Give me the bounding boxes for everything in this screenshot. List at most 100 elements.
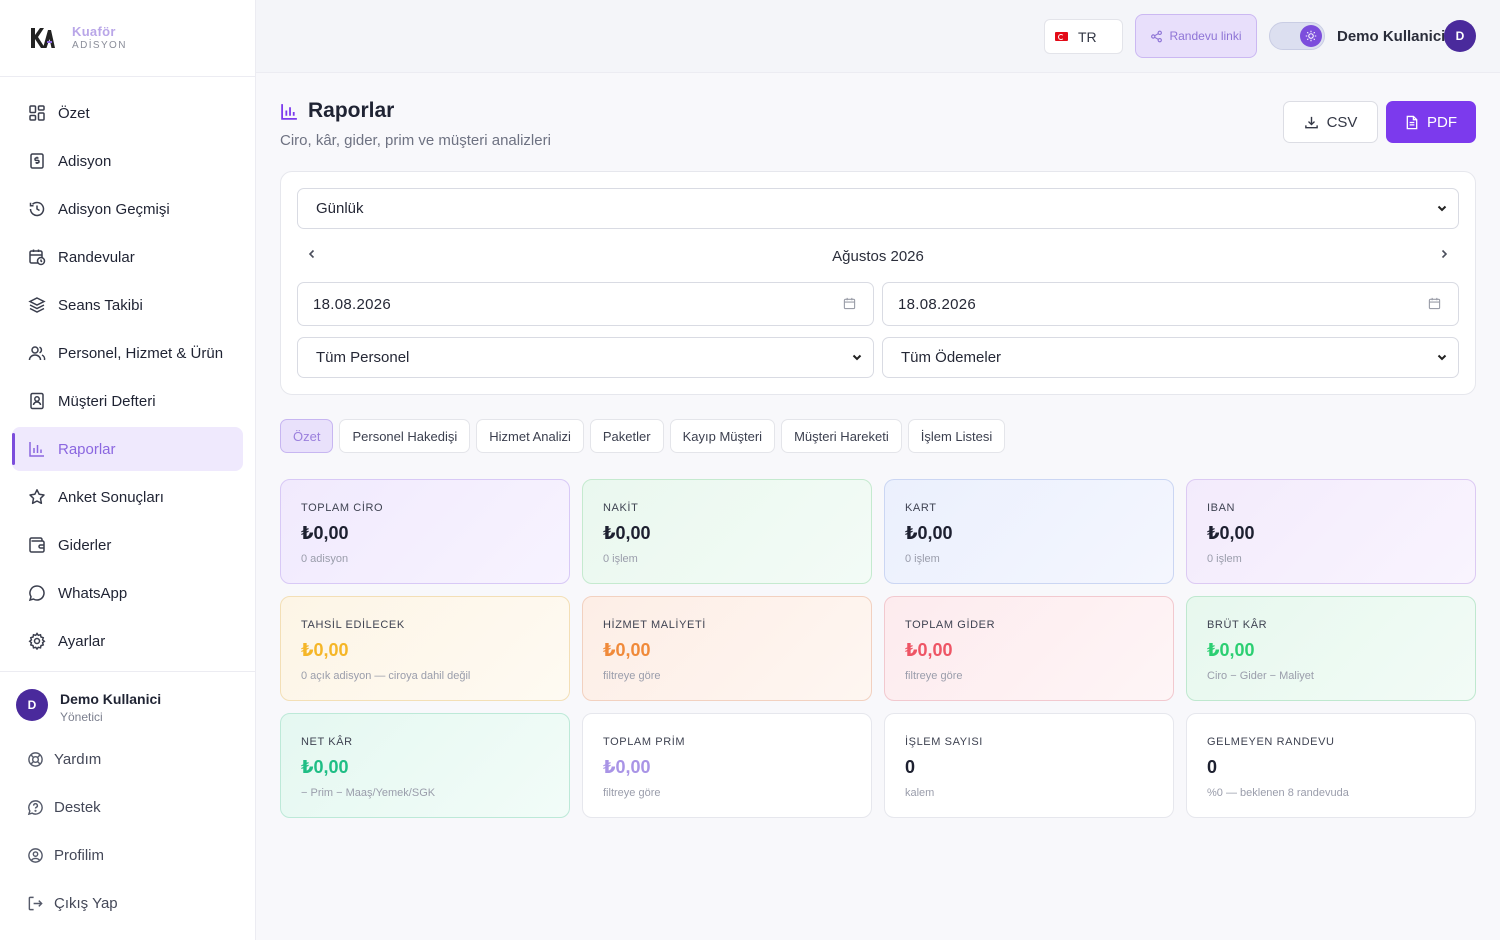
stat-note: filtreye göre — [603, 787, 661, 799]
filter-panel: Günlük Ağustos 2026 18.08.2026 18.08.202… — [280, 171, 1476, 395]
stat-label: IBAN — [1207, 502, 1236, 514]
language-label: TR — [1078, 28, 1097, 45]
stat-label: NET KÂR — [301, 736, 353, 748]
sidebar-item-label: Anket Sonuçları — [58, 488, 164, 506]
end-date-input[interactable]: 18.08.2026 — [882, 282, 1459, 326]
stat-card-hizmet-maliyeti: HİZMET MALİYETİ ₺0,00 filtreye göre — [582, 596, 872, 701]
stat-note: 0 adisyon — [301, 553, 349, 565]
download-icon — [1304, 116, 1318, 128]
brand-name: Kuaför — [72, 24, 116, 39]
avatar: D — [16, 689, 48, 721]
receipt-icon — [27, 151, 47, 171]
start-date-input[interactable]: 18.08.2026 — [297, 282, 874, 326]
history-icon — [27, 199, 47, 219]
pdf-export-button[interactable]: PDF — [1386, 101, 1476, 143]
layers-icon — [27, 295, 47, 315]
stat-label: NAKİT — [603, 502, 639, 514]
stat-note: filtreye göre — [603, 670, 661, 682]
stat-card-toplam-prim: TOPLAM PRİM ₺0,00 filtreye göre — [582, 713, 872, 818]
csv-export-button[interactable]: CSV — [1283, 101, 1378, 143]
sidebar-item-whatsapp[interactable]: WhatsApp — [12, 571, 243, 615]
stat-value: ₺0,00 — [1207, 640, 1255, 660]
sidebar-item-adisyon[interactable]: Adisyon — [12, 139, 243, 183]
month-label: Ağustos 2026 — [832, 247, 924, 265]
sidebar-item-label: Randevular — [58, 248, 135, 266]
turkey-flag-icon — [1055, 32, 1068, 41]
bar-chart-icon — [27, 439, 47, 459]
logo-icon — [31, 28, 55, 48]
sidebar-item-destek[interactable]: Destek — [0, 783, 255, 831]
sidebar-item-label: Müşteri Defteri — [58, 392, 156, 410]
stat-label: TOPLAM PRİM — [603, 736, 686, 748]
sidebar-item-profilim[interactable]: Profilim — [0, 831, 255, 879]
sidebar-item-raporlar[interactable]: Raporlar — [12, 427, 243, 471]
bar-chart-icon — [281, 103, 297, 120]
tab-hizmet-analizi[interactable]: Hizmet Analizi — [476, 419, 584, 453]
randevu-link-button[interactable]: Randevu linki — [1135, 14, 1257, 58]
tab-ozet[interactable]: Özet — [280, 419, 334, 453]
sidebar-item-ozet[interactable]: Özet — [12, 91, 243, 135]
sidebar-item-randevular[interactable]: Randevular — [12, 235, 243, 279]
stat-value: ₺0,00 — [301, 757, 349, 777]
tab-kayip-musteri[interactable]: Kayıp Müşteri — [669, 419, 776, 453]
stat-card-brut-kar: BRÜT KÂR ₺0,00 Ciro − Gider − Maliyet — [1186, 596, 1476, 701]
sidebar-item-seans-takibi[interactable]: Seans Takibi — [12, 283, 243, 327]
stat-note: filtreye göre — [905, 670, 963, 682]
stat-label: BRÜT KÂR — [1207, 619, 1268, 631]
grid-icon — [27, 103, 47, 123]
brand[interactable]: Kuaför ADİSYON — [0, 0, 255, 77]
sidebar-item-label: Adisyon Geçmişi — [58, 200, 170, 218]
randevu-link-label: Randevu linki — [1169, 29, 1242, 43]
stat-value: ₺0,00 — [301, 640, 349, 660]
staff-select[interactable]: Tüm Personel — [297, 337, 874, 378]
stat-note: %0 — beklenen 8 randevuda — [1207, 787, 1349, 799]
sidebar-item-anket-sonuclari[interactable]: Anket Sonuçları — [12, 475, 243, 519]
sidebar-item-cikis[interactable]: Çıkış Yap — [0, 879, 255, 927]
stat-card-iban: IBAN ₺0,00 0 işlem — [1186, 479, 1476, 584]
stat-value: 0 — [1207, 757, 1218, 777]
page-subtitle: Ciro, kâr, gider, prim ve müşteri analiz… — [280, 132, 551, 149]
stat-note: 0 işlem — [1207, 553, 1242, 565]
sidebar-item-yardim[interactable]: Yardım — [0, 735, 255, 783]
csv-label: CSV — [1326, 113, 1358, 131]
sidebar-item-giderler[interactable]: Giderler — [12, 523, 243, 567]
stat-cards: TOPLAM CİRO ₺0,00 0 adisyon NAKİT ₺0,00 … — [280, 479, 1476, 818]
calendar-clock-icon — [27, 247, 47, 267]
share-icon — [1151, 30, 1163, 42]
sidebar-item-ayarlar[interactable]: Ayarlar — [12, 619, 243, 663]
period-select[interactable]: Günlük — [297, 188, 1459, 229]
pdf-label: PDF — [1427, 113, 1457, 131]
chevron-right-icon[interactable] — [1438, 248, 1450, 260]
tab-musteri-hareketi[interactable]: Müşteri Hareketi — [781, 419, 902, 453]
stat-value: ₺0,00 — [603, 640, 651, 660]
stat-card-islem-sayisi: İŞLEM SAYISI 0 kalem — [884, 713, 1174, 818]
sidebar-item-label: Çıkış Yap — [54, 894, 118, 912]
stat-value: ₺0,00 — [301, 523, 349, 543]
language-button[interactable]: TR — [1044, 19, 1123, 54]
stat-card-tahsil-edilecek: TAHSİL EDİLECEK ₺0,00 0 açık adisyon — c… — [280, 596, 570, 701]
calendar-icon[interactable] — [1428, 297, 1441, 310]
chevron-down-icon — [1437, 205, 1447, 212]
sidebar-user[interactable]: D Demo Kullanici Yönetici — [0, 671, 255, 724]
sidebar-item-adisyon-gecmisi[interactable]: Adisyon Geçmişi — [12, 187, 243, 231]
tab-paketler[interactable]: Paketler — [589, 419, 664, 453]
tab-personel-hakedisi[interactable]: Personel Hakedişi — [339, 419, 471, 453]
stat-label: HİZMET MALİYETİ — [603, 619, 706, 631]
stat-card-nakit: NAKİT ₺0,00 0 işlem — [582, 479, 872, 584]
theme-toggle[interactable] — [1269, 22, 1325, 50]
end-date-value: 18.08.2026 — [898, 295, 977, 313]
sun-icon — [1300, 25, 1322, 47]
sidebar-item-personel[interactable]: Personel, Hizmet & Ürün — [12, 331, 243, 375]
chevron-left-icon[interactable] — [306, 248, 318, 260]
payment-select[interactable]: Tüm Ödemeler — [882, 337, 1459, 378]
users-icon — [27, 343, 47, 363]
sidebar-item-label: Yardım — [54, 750, 102, 768]
user-circle-icon — [26, 846, 44, 864]
sidebar-item-label: Özet — [58, 104, 90, 122]
avatar[interactable]: D — [1444, 20, 1476, 52]
sidebar-item-musteri-defteri[interactable]: Müşteri Defteri — [12, 379, 243, 423]
calendar-icon[interactable] — [843, 297, 856, 310]
topbar-user-name[interactable]: Demo Kullanici — [1337, 28, 1446, 45]
tab-islem-listesi[interactable]: İşlem Listesi — [907, 419, 1006, 453]
gear-icon — [27, 631, 47, 651]
